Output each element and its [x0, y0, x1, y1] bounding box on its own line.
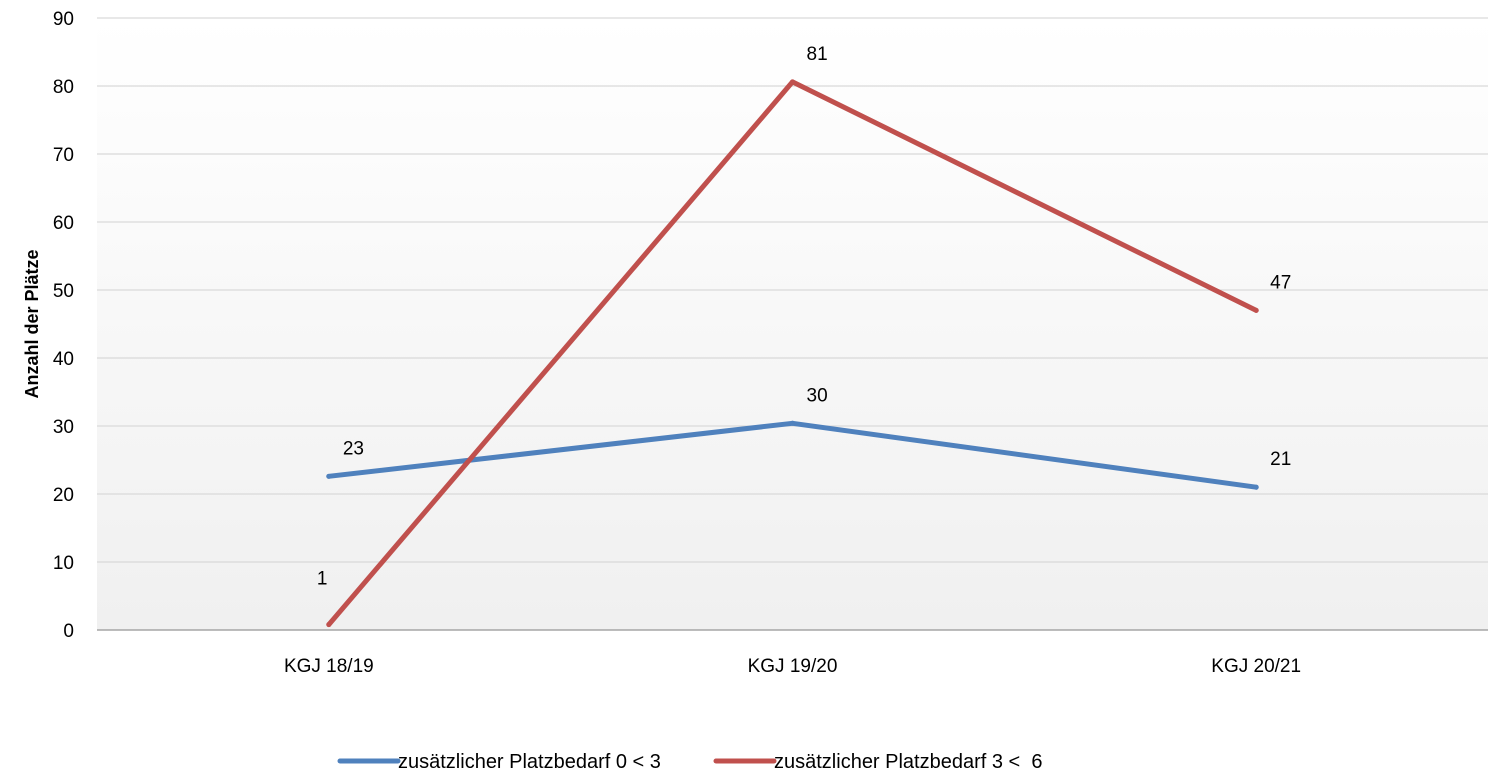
data-label: 1	[317, 569, 328, 590]
data-point	[326, 622, 332, 628]
y-tick-label: 80	[53, 77, 74, 98]
legend: zusätzlicher Platzbedarf 0 < 3 zusätzlich…	[337, 751, 1042, 773]
x-tick-label: KGJ 19/20	[748, 656, 838, 677]
data-label: 21	[1270, 449, 1291, 470]
y-axis-label: Anzahl der Plätze	[22, 249, 42, 398]
x-axis-ticks: KGJ 18/19 KGJ 19/20 KGJ 20/21	[284, 656, 1301, 677]
data-point	[326, 473, 332, 479]
y-tick-label: 40	[53, 349, 74, 370]
y-tick-label: 20	[53, 485, 74, 506]
x-tick-label: KGJ 20/21	[1211, 656, 1301, 677]
y-tick-label: 10	[53, 553, 74, 574]
y-tick-label: 30	[53, 417, 74, 438]
data-point	[1253, 484, 1259, 490]
data-point	[790, 420, 795, 426]
plot-area	[97, 18, 1488, 630]
legend-label-1: zusätzlicher Platzbedarf 0 < 3	[398, 751, 661, 773]
data-labels: 23 30 21 1 81 47	[317, 44, 1291, 590]
y-tick-label: 90	[53, 9, 74, 30]
data-label: 30	[807, 385, 828, 406]
data-label: 81	[807, 44, 828, 65]
data-label: 23	[343, 438, 364, 459]
y-tick-label: 60	[53, 213, 74, 234]
x-tick-label: KGJ 18/19	[284, 656, 374, 677]
y-axis-ticks: 0 10 20 30 40 50 60 70 80 90	[53, 9, 74, 642]
y-tick-label: 0	[63, 621, 74, 642]
data-label: 47	[1270, 272, 1291, 293]
gridlines	[97, 17, 1488, 631]
y-tick-label: 70	[53, 145, 74, 166]
legend-label-2: zusätzlicher Platzbedarf 3 < 6	[774, 751, 1042, 773]
y-tick-label: 50	[53, 281, 74, 302]
data-point	[1253, 307, 1259, 313]
data-point	[790, 79, 795, 85]
series-lines	[326, 79, 1259, 628]
